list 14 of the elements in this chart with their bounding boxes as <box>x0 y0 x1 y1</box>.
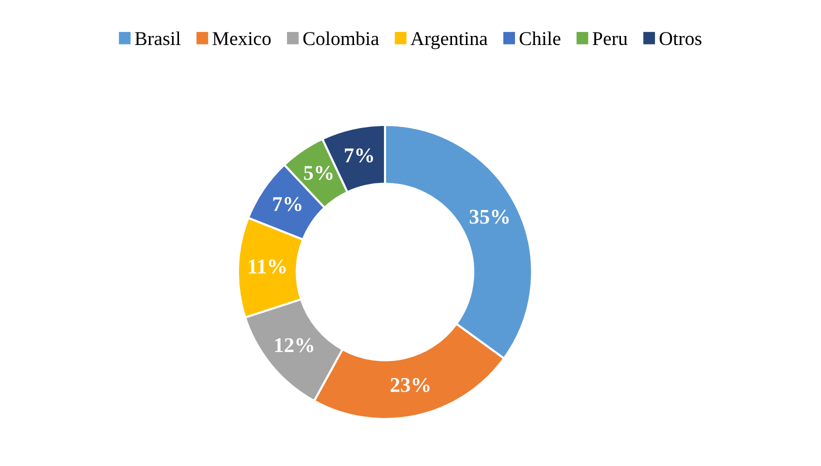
data-label: 7% <box>344 148 374 162</box>
data-label: 23% <box>390 378 430 392</box>
legend-label: Colombia <box>303 31 379 46</box>
legend-label: Argentina <box>410 32 488 50</box>
legend-label: Otros <box>660 32 702 46</box>
data-label: 5% <box>304 166 333 180</box>
data-label: 12% <box>275 338 314 352</box>
legend-label: Brasil <box>135 31 181 46</box>
legend-label: Mexico <box>212 32 271 46</box>
data-label: 7% <box>273 197 302 212</box>
legend-label: Peru <box>592 32 628 46</box>
data-label: 35% <box>470 210 509 224</box>
legend-label: Chile <box>520 31 560 46</box>
data-label: 11% <box>248 259 286 274</box>
